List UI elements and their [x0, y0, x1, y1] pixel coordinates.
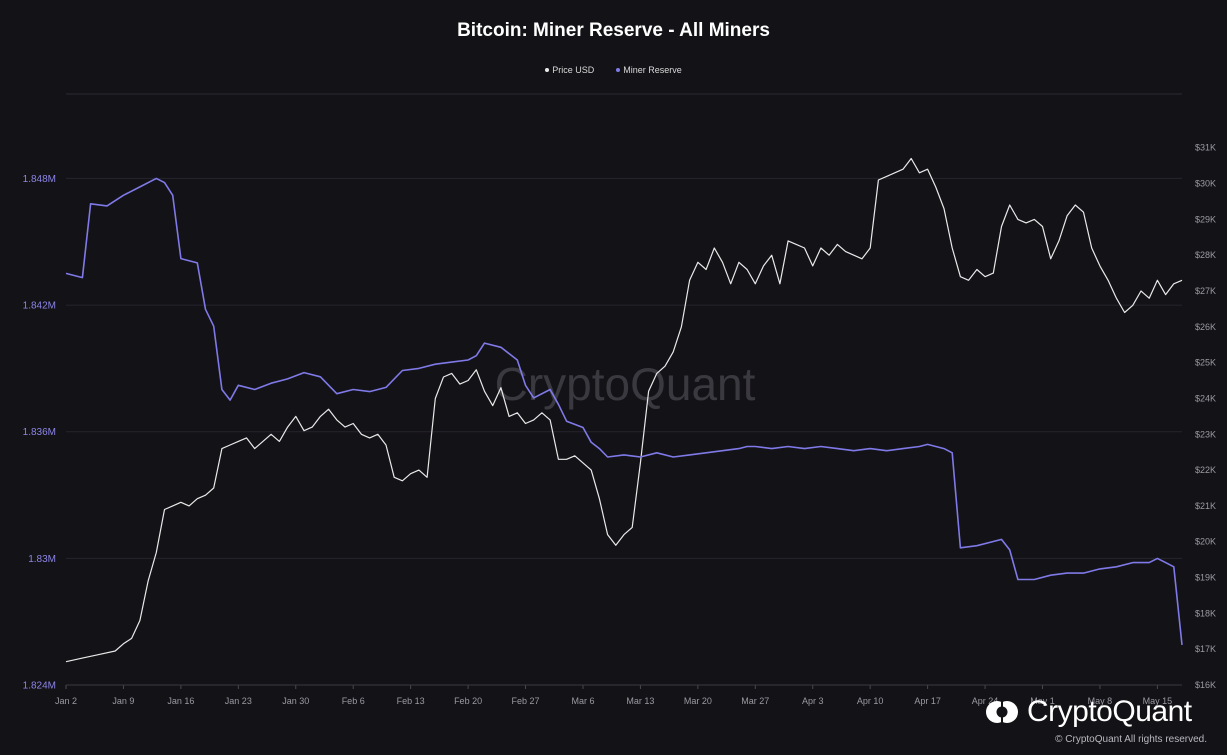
brand-logo: CryptoQuant — [985, 695, 1192, 729]
x-tick-label-8: Feb 27 — [512, 696, 540, 706]
chart-title: Bitcoin: Miner Reserve - All Miners — [457, 20, 770, 41]
x-axis-ticks: Jan 2 Jan 9 Jan 16 Jan 23 Jan 30 Feb 6 Feb 13 F… — [55, 684, 1182, 706]
x-tick-label-3: Jan 23 — [225, 696, 252, 706]
right-tick-label-11: $27K — [1195, 286, 1216, 296]
left-tick-label-2: 1.836M — [23, 427, 56, 438]
legend-dot-miner-reserve — [616, 68, 621, 72]
x-tick-label-12: Mar 27 — [741, 696, 769, 706]
x-tick-label-11: Mar 20 — [684, 696, 712, 706]
right-tick-label-2: $18K — [1195, 608, 1216, 618]
brand-name: CryptoQuant — [1027, 695, 1192, 728]
x-tick-label-4: Jan 30 — [282, 696, 309, 706]
right-tick-label-7: $23K — [1195, 429, 1216, 439]
series-layer — [65, 157, 1183, 663]
legend-label-miner-reserve: Miner Reserve — [623, 65, 682, 75]
cryptoquant-logo-icon — [986, 701, 1018, 723]
right-tick-label-12: $28K — [1195, 250, 1216, 260]
x-tick-label-2: Jan 16 — [167, 696, 194, 706]
right-tick-label-3: $19K — [1195, 573, 1216, 583]
x-tick-label-17: May 1 — [1030, 696, 1055, 706]
x-tick-label-5: Feb 6 — [342, 696, 365, 706]
left-tick-label-0: 1.824M — [23, 681, 56, 692]
right-tick-label-0: $16K — [1195, 680, 1216, 690]
x-tick-label-0: Jan 2 — [55, 696, 77, 706]
left-axis-ticks: 1.824M 1.83M 1.836M 1.842M 1.848M — [23, 174, 56, 692]
right-axis-ticks: $16K $17K $18K $19K $20K $21K $22K $23K $24K $25K… — [1195, 143, 1216, 690]
right-tick-label-14: $30K — [1195, 179, 1216, 189]
watermark-text: CryptoQuant — [495, 358, 756, 410]
legend-item-price-usd[interactable]: Price USD — [545, 65, 594, 75]
left-tick-label-3: 1.842M — [23, 301, 56, 312]
series-line-price-usd — [65, 157, 1183, 663]
x-tick-label-19: May 15 — [1143, 696, 1173, 706]
right-tick-label-15: $31K — [1195, 143, 1216, 153]
legend-dot-price-usd — [545, 68, 550, 72]
right-tick-label-1: $17K — [1195, 644, 1216, 654]
right-tick-label-10: $26K — [1195, 322, 1216, 332]
x-tick-label-14: Apr 10 — [857, 696, 884, 706]
x-tick-label-16: Apr 24 — [972, 696, 999, 706]
x-tick-label-7: Feb 20 — [454, 696, 482, 706]
x-tick-label-15: Apr 17 — [914, 696, 941, 706]
right-tick-label-13: $29K — [1195, 214, 1216, 224]
x-tick-label-6: Feb 13 — [397, 696, 425, 706]
left-tick-label-1: 1.83M — [28, 554, 56, 565]
legend-item-miner-reserve[interactable]: Miner Reserve — [616, 65, 682, 75]
x-tick-label-9: Mar 6 — [571, 696, 594, 706]
right-tick-label-8: $24K — [1195, 393, 1216, 403]
right-tick-label-5: $21K — [1195, 501, 1216, 511]
x-tick-label-13: Apr 3 — [802, 696, 824, 706]
x-tick-label-18: May 8 — [1088, 696, 1113, 706]
left-tick-label-4: 1.848M — [23, 174, 56, 185]
copyright-text: © CryptoQuant All rights reserved. — [1055, 734, 1207, 745]
right-tick-label-6: $22K — [1195, 465, 1216, 475]
x-tick-label-10: Mar 13 — [626, 696, 654, 706]
right-tick-label-9: $25K — [1195, 358, 1216, 368]
series-line-miner-reserve — [65, 177, 1183, 645]
chart-legend: Price USD Miner Reserve — [0, 65, 1227, 75]
x-tick-label-1: Jan 9 — [112, 696, 134, 706]
legend-label-price-usd: Price USD — [552, 65, 595, 75]
right-tick-label-4: $20K — [1195, 537, 1216, 547]
